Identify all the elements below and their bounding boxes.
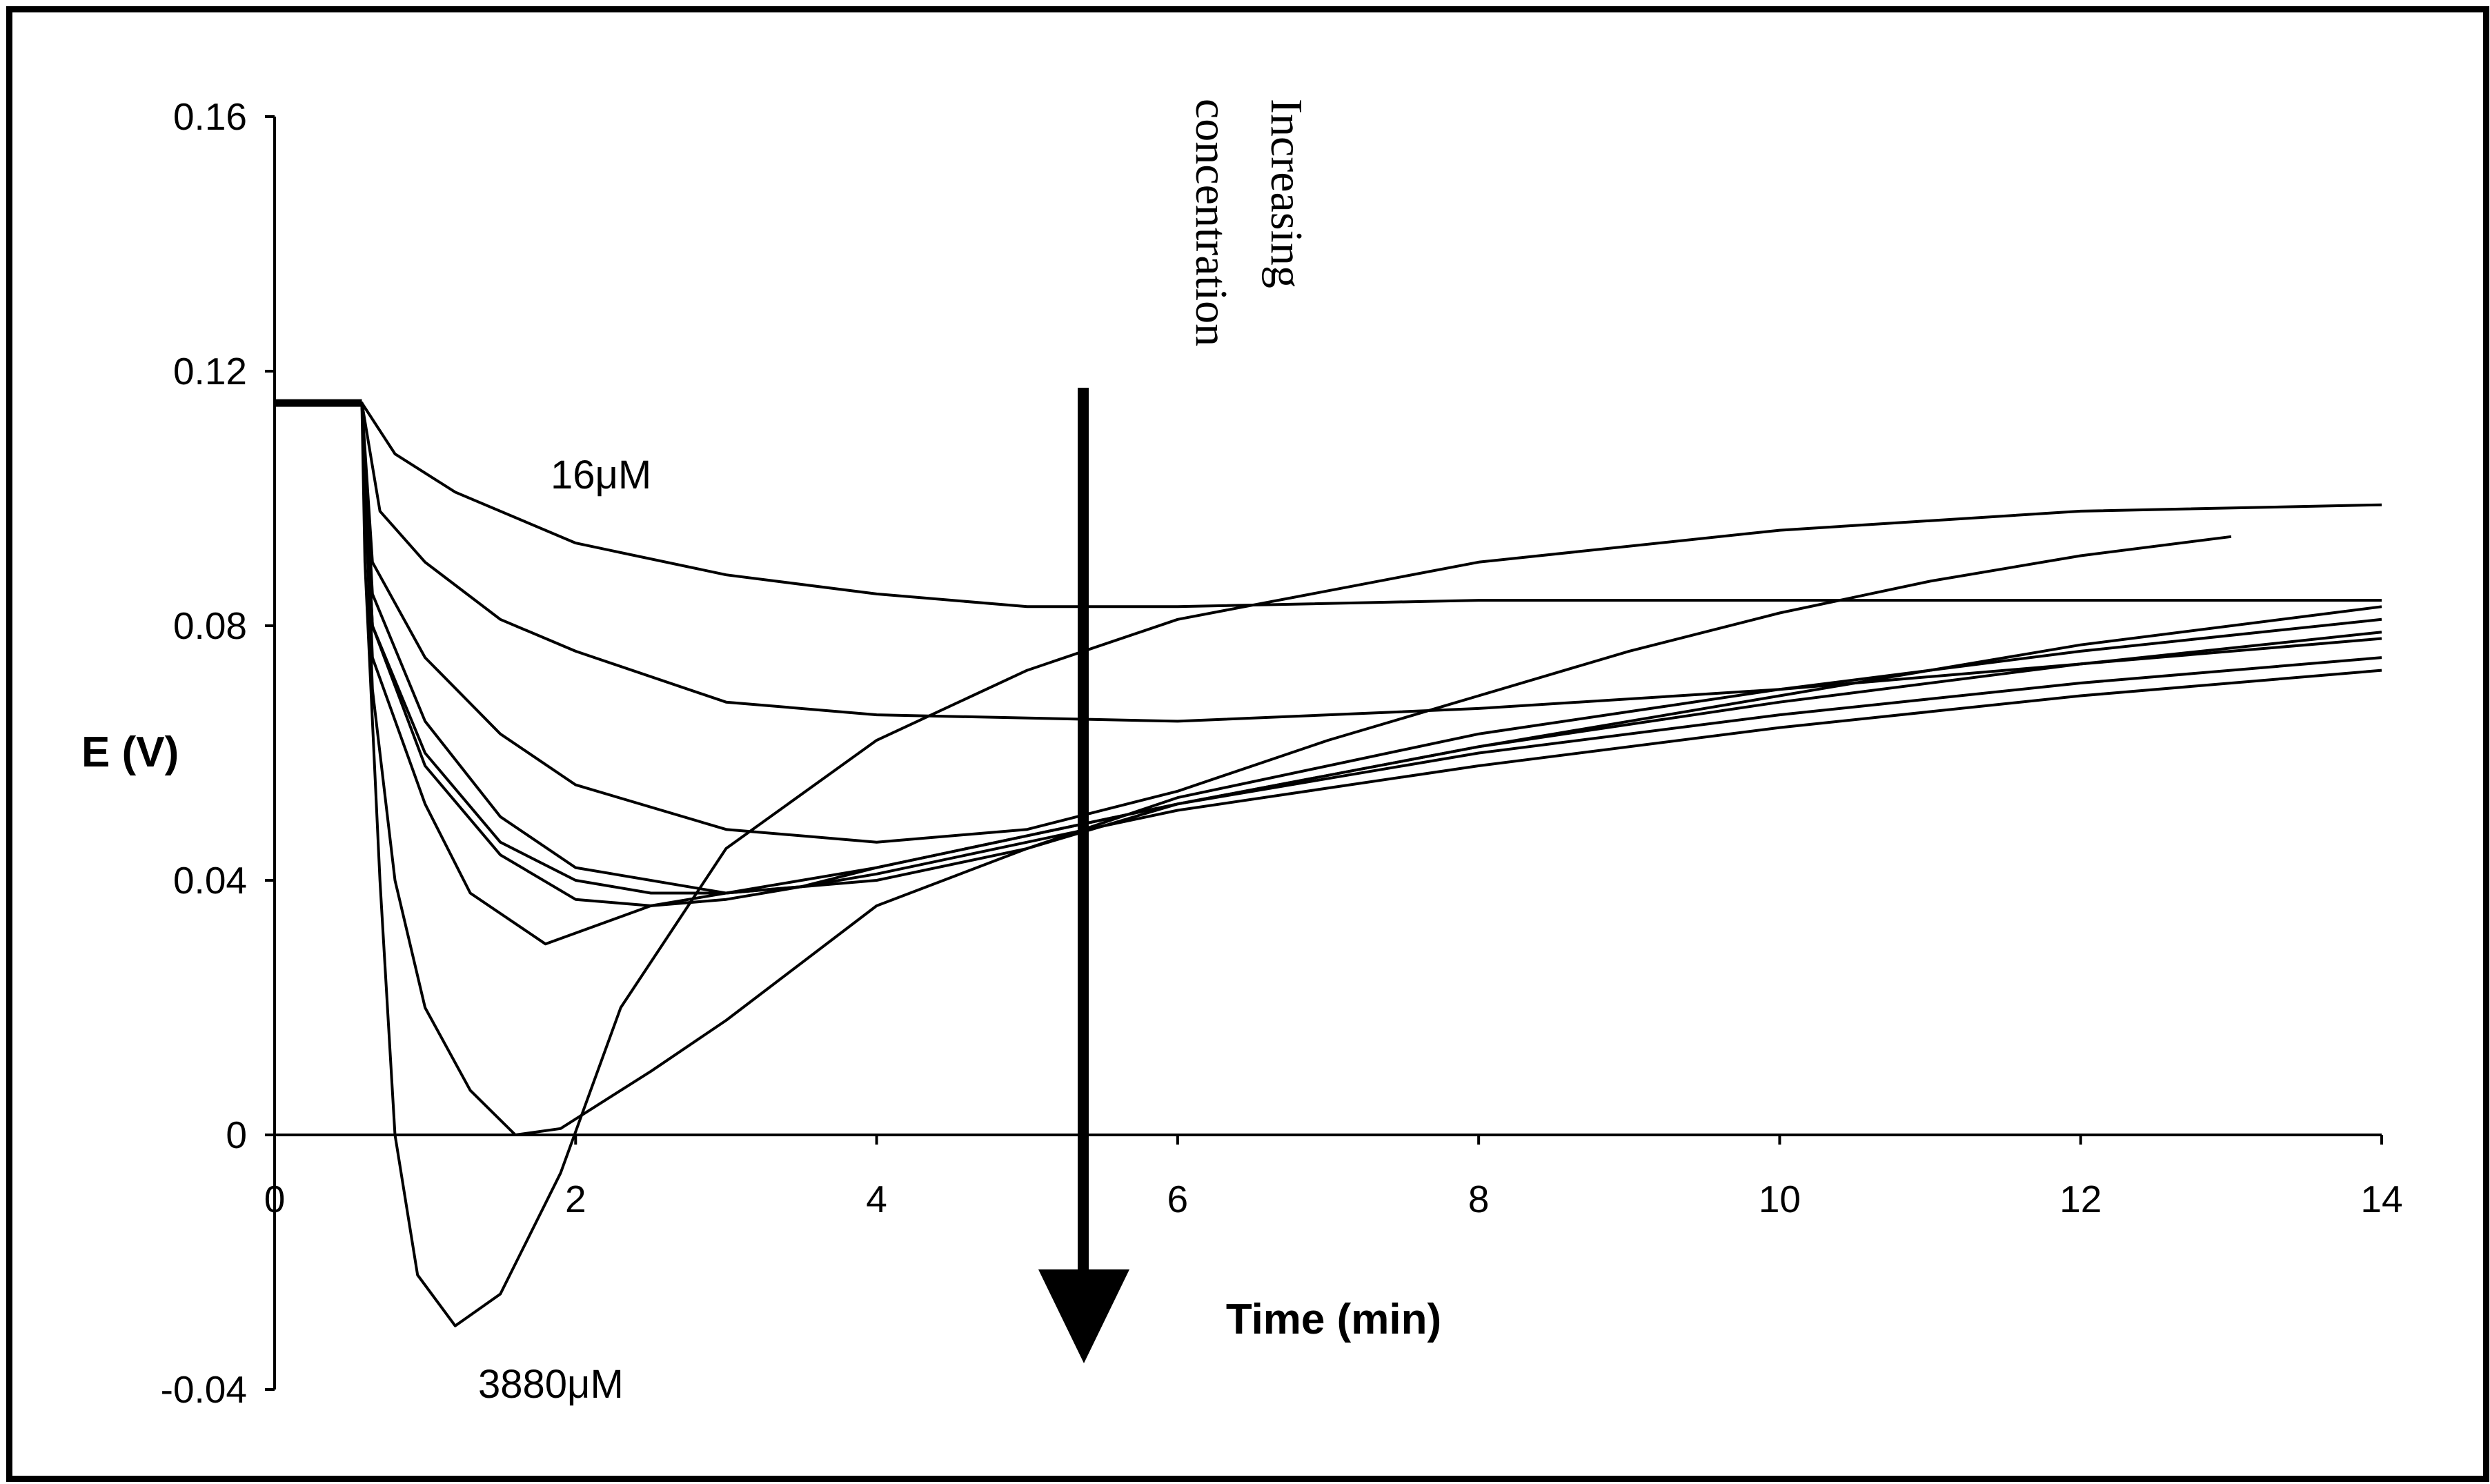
x-tick-label: 4 — [866, 1178, 887, 1220]
x-tick-label: 12 — [2059, 1178, 2102, 1220]
high-concentration-label: 3880μM — [478, 1362, 624, 1407]
series-line-9 — [275, 402, 2382, 1327]
x-tick-label: 6 — [1167, 1178, 1189, 1220]
y-tick-label: -0.04 — [161, 1368, 247, 1411]
y-tick-label: 0.16 — [173, 95, 247, 138]
arrow-shaft — [1078, 388, 1089, 1278]
series-line-2 — [275, 402, 2382, 723]
x-tick-label: 8 — [1468, 1178, 1490, 1220]
x-tick-label: 10 — [1759, 1178, 1801, 1220]
series-layer — [275, 399, 2382, 1327]
series-line-1 — [275, 402, 2382, 609]
x-axis-title: Time (min) — [1226, 1296, 1441, 1343]
series-line-8 — [275, 402, 2382, 1136]
y-tick-label: 0.12 — [173, 350, 247, 393]
y-tick-label: 0 — [226, 1114, 247, 1156]
y-axis-title: E (V) — [81, 729, 179, 776]
increasing-concentration-arrow — [1038, 388, 1129, 1363]
y-tick-label: 0.08 — [173, 604, 247, 647]
x-tick-label: 14 — [2360, 1178, 2402, 1220]
arrow-text-line1: Increasing — [1261, 99, 1312, 288]
series-line-6 — [275, 402, 2382, 907]
low-concentration-label: 16μM — [551, 453, 651, 497]
x-tick-label: 0 — [264, 1178, 286, 1220]
x-tick-label: 2 — [565, 1178, 586, 1220]
line-chart: 0.160.120.080.040-0.040 2 4 6 8 10 12 14 E (V) … — [81, 95, 2403, 1411]
chart-frame: 0.16 0.12 0.08 0.04 0 -0.04 0 2 4 6 8 10 12 14 E (V) … — [6, 6, 2489, 1482]
axis-ticks: 0.16 0.12 0.08 0.04 0 -0.04 0 2 4 6 8 10 12 14 — [161, 95, 2403, 1411]
axes — [273, 117, 2382, 1389]
series-line-3 — [275, 402, 2232, 844]
arrow-text-line2: concentration — [1186, 99, 1236, 346]
arrow-head — [1038, 1269, 1129, 1363]
y-tick-label: 0.04 — [173, 859, 247, 902]
series-line-7 — [275, 402, 2382, 946]
